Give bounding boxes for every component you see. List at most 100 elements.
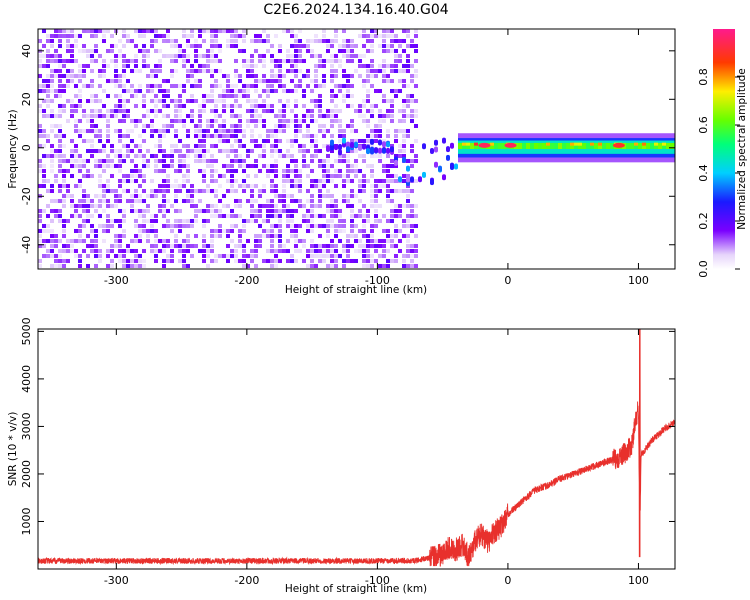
spectrogram-cell [42,164,46,168]
spectrogram-cell [306,199,310,203]
spectrogram-cell [294,69,298,73]
spectrogram-cell [98,194,102,198]
spectrogram-cell [366,94,370,98]
spectrogram-cell [66,99,70,103]
spectrogram-cell [114,104,118,108]
spectrogram-cell [194,154,198,158]
spectrogram-cell [270,164,274,168]
spectrogram-cell [94,164,98,168]
spectrogram-cell [250,164,254,168]
spectrogram-cell [378,179,382,183]
spectrogram-cell [74,159,78,163]
spectrogram-cell [274,149,278,153]
spectrogram-cell [290,44,294,48]
spectrogram-cell [302,134,306,138]
spectrogram-cell [210,229,214,233]
spectrogram-cell [178,94,182,98]
spectrogram-cell [342,184,346,188]
spectrogram-cell [222,124,226,128]
spectrogram-cell [386,34,390,38]
spectrogram-cell [158,239,162,243]
spectrogram-cell [194,234,198,238]
spectrogram-cell [410,254,414,258]
spectrogram-cell [74,44,78,48]
spectrogram-cell [386,239,390,243]
spectrogram-cell [390,214,394,218]
spectrogram-cell [90,94,94,98]
spectrogram-cell [342,264,346,268]
spectrogram-cell [54,89,58,93]
spectrogram-cell [206,209,210,213]
spectrogram-cell [230,129,234,133]
spectrogram-cell [142,104,146,108]
spectrogram-cell [286,209,290,213]
spectrogram-cell [366,259,370,263]
spectrogram-cell [90,99,94,103]
spectrogram-cell [294,234,298,238]
spectrogram-cell [294,249,298,253]
snr-xtick-label: -300 [104,574,129,587]
spectrogram-cell [78,199,82,203]
spectrogram-cell [374,219,378,223]
spectrogram-cell [174,69,178,73]
spectrogram-cell [642,142,646,146]
spectrogram-cell [202,159,206,163]
spectrogram-cell [330,179,334,183]
spectrogram-cell [274,79,278,83]
spectrogram-cell [314,34,318,38]
spectrogram-cell [286,174,290,178]
spectrogram-cell [594,142,598,149]
spectrogram-cell [54,54,58,58]
spectrogram-cell [346,164,350,168]
spectrogram-cell [322,244,326,248]
spectrogram-cell [166,104,170,108]
spectrogram-cell [358,34,362,38]
spectrogram-cell [158,59,162,63]
spectrogram-cell [110,114,114,118]
spectrogram-cell [314,224,318,228]
spectrogram-cell [138,254,142,258]
spectrogram-cell [370,44,374,48]
spectrogram-cell [246,219,250,223]
spectrogram-cell [302,94,306,98]
spectrogram-cell [166,254,170,258]
spectrogram-cell [370,114,374,118]
spectrogram-cell [162,244,166,248]
spectrogram-cell [494,142,498,149]
spectrogram-cell [670,142,674,149]
spectrogram-cell [122,104,126,108]
spectrogram-cell [314,214,318,218]
spectrogram-cell [314,184,318,188]
spectrogram-cell [158,189,162,193]
spectrogram-ytick-label: 40 [20,44,33,58]
spectrogram-cell [122,29,126,33]
spectrogram-cell [366,89,370,93]
spectrogram-cell [122,254,126,258]
spectrogram-cell [498,142,502,149]
spectrogram-cell [118,74,122,78]
spectrogram-cell [394,34,398,38]
spectrogram-cell [86,169,90,173]
spectrogram-cell [330,109,334,113]
spectrogram-cell [66,194,70,198]
spectrogram-cell [198,119,202,123]
spectrogram-cell [122,144,126,148]
spectrogram-cell [186,179,190,183]
spectrogram-cell [230,149,234,153]
spectrogram-cell [122,264,126,268]
spectrogram-cell [66,29,70,33]
spectrogram-cell [182,64,186,68]
spectrogram-cell [338,109,342,113]
spectrogram-cell [170,99,174,103]
spectrogram-cell [198,249,202,253]
spectrogram-cell [366,234,370,238]
spectrogram-cell [218,254,222,258]
spectrogram-cell [50,39,54,43]
spectrogram-cell [118,249,122,253]
spectrogram-cell [106,229,110,233]
spectrogram-cell [58,139,62,143]
spectrogram-cell [98,184,102,188]
spectrogram-cell [46,99,50,103]
spectrogram-cell [222,149,226,153]
spectrogram-cell [82,199,86,203]
